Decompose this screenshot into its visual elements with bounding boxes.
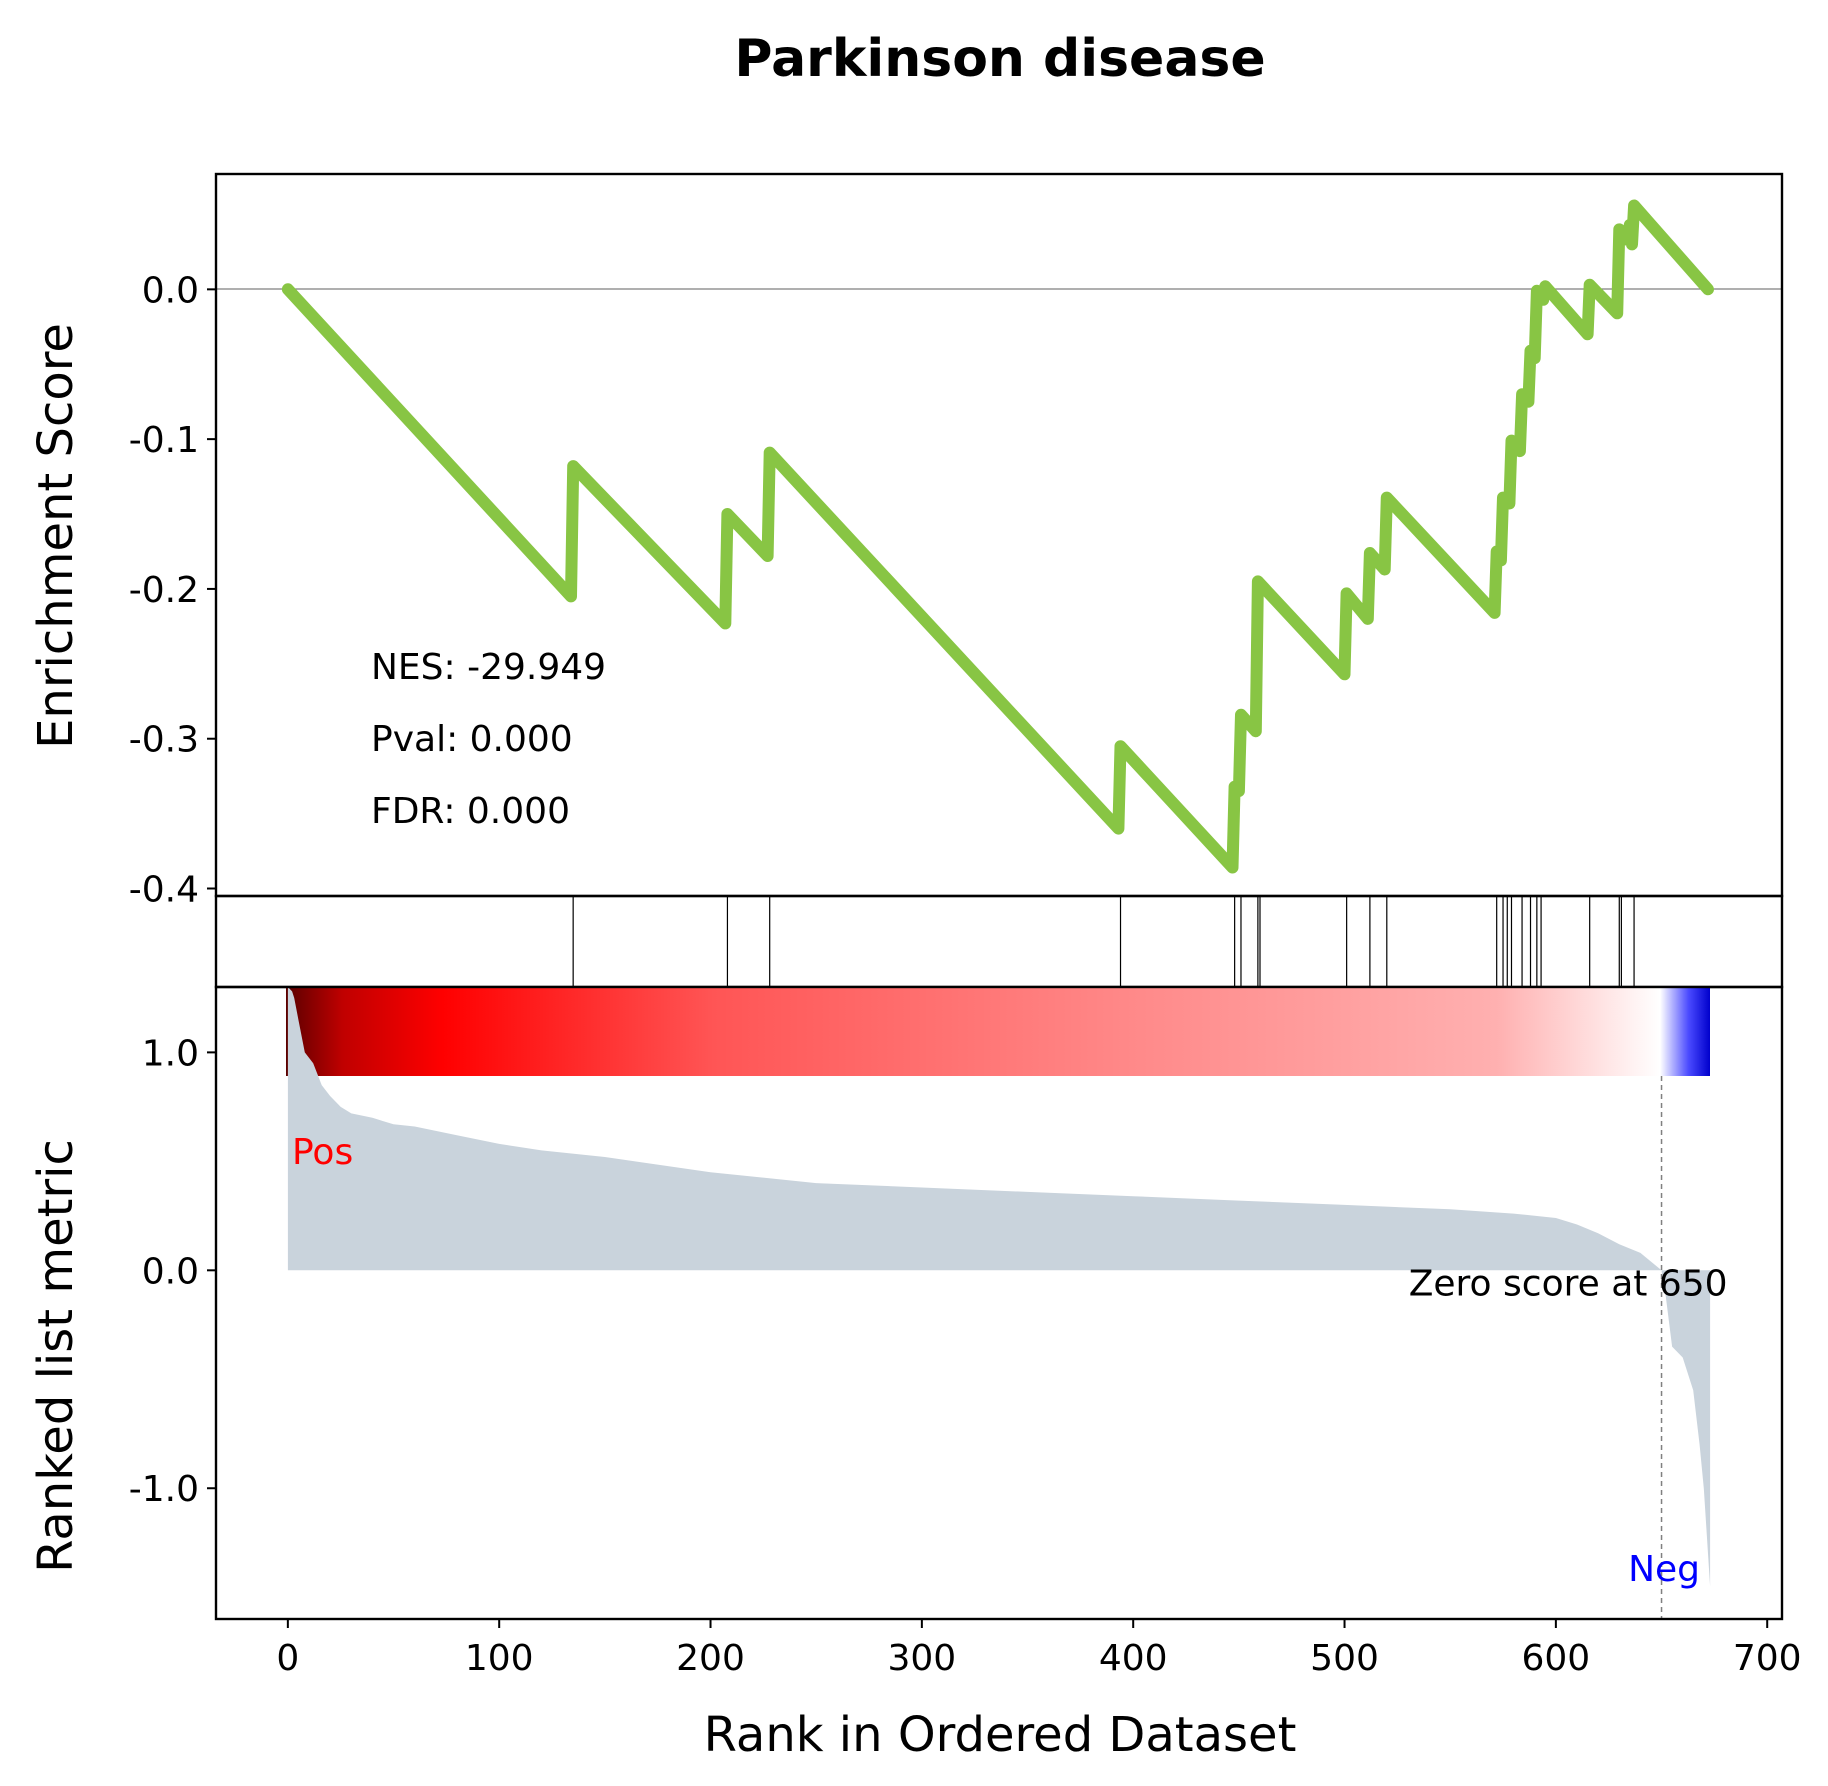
x-tick-label: 200	[676, 1638, 745, 1679]
es-y-ticks: 0.0 -0.1 -0.2 -0.3 -0.4	[129, 270, 216, 911]
x-tick-label: 400	[1099, 1638, 1168, 1679]
hit-lines	[572, 896, 1635, 987]
es-ytick-label: -0.3	[129, 720, 199, 761]
x-tick-label: 100	[465, 1638, 534, 1679]
stat-fdr: FDR: 0.000	[371, 791, 570, 832]
x-tick-label: 700	[1733, 1638, 1802, 1679]
x-tick-label: 500	[1310, 1638, 1379, 1679]
gene-hits-panel	[214, 894, 1784, 989]
x-tick-label: 0	[276, 1638, 299, 1679]
es-ylabel: Enrichment Score	[28, 323, 84, 749]
es-ytick-label: -0.2	[129, 570, 199, 611]
ranked-list-panel: Zero score at 650 Pos Neg 1.0 0.0 -1.0 0 10…	[129, 985, 1802, 1679]
ranked-y-ticks: 1.0 0.0 -1.0	[129, 1033, 216, 1510]
es-ytick-label: 0.0	[142, 270, 199, 311]
rank-colorbar	[286, 987, 1710, 1076]
stat-nes: NES: -29.949	[371, 647, 606, 688]
zero-cross-label: Zero score at 650	[1409, 1263, 1728, 1304]
pos-label: Pos	[292, 1132, 353, 1173]
x-tick-label: 300	[888, 1638, 957, 1679]
ranked-ytick-label: -1.0	[129, 1469, 199, 1510]
enrichment-score-panel: 0.0 -0.1 -0.2 -0.3 -0.4 NES: -29.949 Pval: 0…	[129, 172, 1784, 911]
ranked-ytick-label: 0.0	[142, 1251, 199, 1292]
ranked-ylabel: Ranked list metric	[28, 1139, 84, 1573]
hits-panel-frame	[214, 894, 1784, 989]
neg-label: Neg	[1628, 1549, 1700, 1590]
enrichment-score-line	[281, 199, 1714, 874]
es-ytick-label: -0.4	[129, 870, 199, 911]
x-tick-label: 600	[1522, 1638, 1591, 1679]
ranked-ytick-label: 1.0	[142, 1033, 199, 1074]
stat-pval: Pval: 0.000	[371, 719, 573, 760]
x-axis-label: Rank in Ordered Dataset	[704, 1707, 1297, 1763]
x-ticks: 0 100 200 300 400 500 600 700	[276, 1619, 1802, 1679]
es-ytick-label: -0.1	[129, 420, 199, 461]
chart-title: Parkinson disease	[734, 29, 1265, 89]
ranked-panel-frame	[214, 985, 1784, 1621]
